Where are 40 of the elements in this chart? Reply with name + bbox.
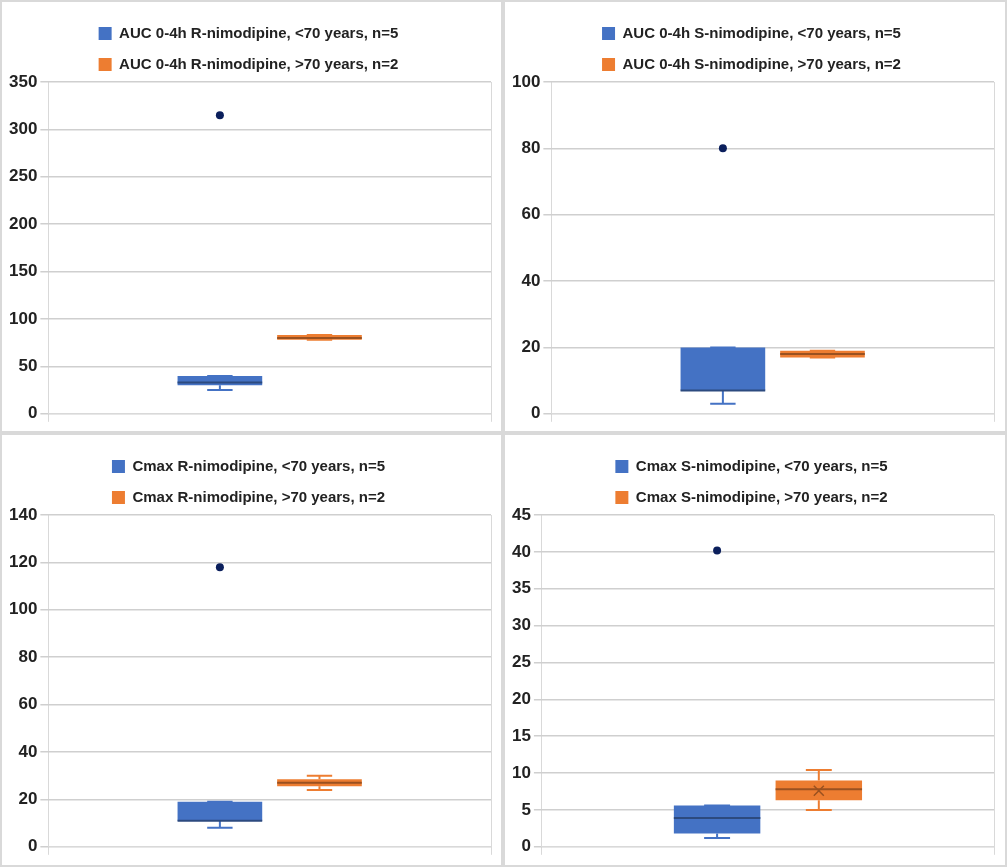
y-tick-label: 50 <box>18 356 38 376</box>
y-tick-label: 80 <box>18 646 38 666</box>
y-tick-label: 40 <box>521 270 541 290</box>
y-tick-label: 0 <box>27 836 38 856</box>
y-tick-label: 40 <box>511 541 531 561</box>
y-tick-label: 15 <box>511 725 531 745</box>
y-tick-label: 25 <box>511 652 531 672</box>
y-tick-label: 150 <box>8 261 38 281</box>
y-tick-label: 20 <box>511 689 531 709</box>
y-tick-label: 20 <box>18 789 38 809</box>
y-tick-label: 300 <box>8 119 38 139</box>
y-tick-label: 5 <box>521 799 531 819</box>
y-tick-label: 0 <box>27 403 38 423</box>
y-tick-label: 0 <box>530 403 541 423</box>
y-tick-label: 120 <box>8 552 38 572</box>
y-tick-label: 250 <box>8 166 38 186</box>
legend-label: AUC 0-4h S-nimodipine, >70 years, n=2 <box>622 54 901 72</box>
y-tick-label: 45 <box>511 504 531 524</box>
legend-label: AUC 0-4h R-nimodipine, <70 years, n=5 <box>119 23 399 41</box>
y-tick-label: 200 <box>8 213 38 233</box>
legend-label: Cmax R-nimodipine, <70 years, n=5 <box>132 456 386 474</box>
y-tick-label: 100 <box>8 308 38 328</box>
legend-label: Cmax S-nimodipine, <70 years, n=5 <box>635 456 888 474</box>
y-tick-label: 80 <box>521 138 541 158</box>
legend-label: Cmax S-nimodipine, >70 years, n=2 <box>635 487 888 505</box>
y-tick-label: 140 <box>8 504 38 524</box>
y-tick-label: 60 <box>18 694 38 714</box>
legend-label: AUC 0-4h S-nimodipine, <70 years, n=5 <box>622 23 901 41</box>
y-tick-label: 100 <box>8 599 38 619</box>
y-tick-label: 40 <box>18 741 38 761</box>
y-tick-label: 0 <box>521 836 531 856</box>
y-tick-label: 60 <box>521 204 541 224</box>
y-tick-label: 20 <box>521 337 541 357</box>
y-tick-label: 30 <box>511 615 531 635</box>
y-tick-label: 35 <box>511 578 531 598</box>
y-tick-label: 10 <box>511 762 531 782</box>
y-tick-label: 350 <box>8 71 38 91</box>
legend-label: AUC 0-4h R-nimodipine, >70 years, n=2 <box>119 54 399 72</box>
legend-label: Cmax R-nimodipine, >70 years, n=2 <box>132 487 386 505</box>
y-tick-label: 100 <box>511 71 541 91</box>
